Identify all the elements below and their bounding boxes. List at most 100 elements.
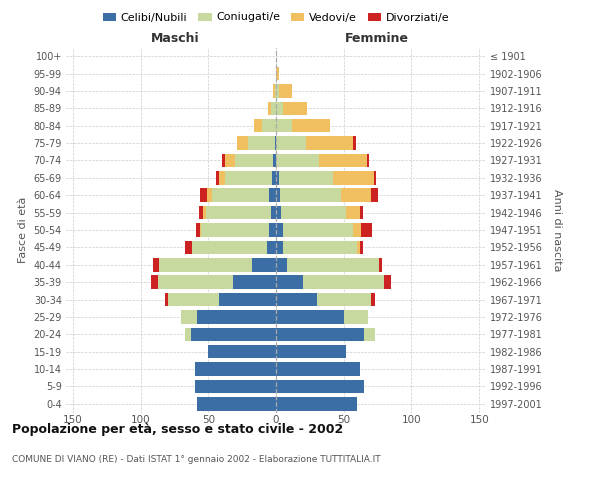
Bar	[276, 328, 364, 341]
Bar	[276, 292, 317, 306]
Bar	[276, 119, 292, 132]
Bar	[233, 276, 276, 289]
Bar	[276, 67, 279, 80]
Bar	[306, 136, 353, 150]
Bar	[202, 223, 269, 237]
Bar	[361, 223, 372, 237]
Bar	[357, 240, 360, 254]
Bar	[185, 328, 191, 341]
Bar	[219, 171, 224, 184]
Bar	[385, 276, 391, 289]
Bar	[374, 171, 376, 184]
Bar	[276, 136, 306, 150]
Y-axis label: Fasce di età: Fasce di età	[18, 197, 28, 263]
Bar	[212, 188, 269, 202]
Bar	[269, 223, 276, 237]
Text: Maschi: Maschi	[151, 32, 200, 45]
Bar	[262, 119, 276, 132]
Bar	[276, 154, 319, 168]
Bar	[191, 328, 276, 341]
Bar	[279, 171, 333, 184]
Text: Popolazione per età, sesso e stato civile - 2002: Popolazione per età, sesso e stato civil…	[12, 422, 343, 436]
Bar	[276, 171, 279, 184]
Bar	[276, 188, 280, 202]
Bar	[196, 223, 200, 237]
Bar	[371, 188, 377, 202]
Bar	[224, 171, 272, 184]
Bar	[185, 240, 192, 254]
Bar	[353, 136, 356, 150]
Bar	[276, 276, 303, 289]
Bar	[167, 292, 219, 306]
Bar	[341, 188, 371, 202]
Bar	[292, 119, 330, 132]
Bar	[367, 154, 370, 168]
Y-axis label: Anni di nascita: Anni di nascita	[553, 188, 562, 271]
Bar	[271, 206, 276, 220]
Bar	[254, 119, 262, 132]
Bar	[276, 258, 287, 272]
Bar	[273, 84, 275, 98]
Bar	[206, 206, 271, 220]
Bar	[280, 188, 341, 202]
Bar	[276, 380, 364, 393]
Bar	[283, 240, 357, 254]
Bar	[272, 171, 276, 184]
Bar	[235, 154, 273, 168]
Bar	[319, 154, 367, 168]
Bar	[181, 310, 197, 324]
Bar	[281, 206, 346, 220]
Bar	[276, 362, 360, 376]
Bar	[276, 240, 283, 254]
Bar	[287, 258, 379, 272]
Bar	[165, 292, 167, 306]
Bar	[333, 171, 374, 184]
Bar	[276, 206, 281, 220]
Bar	[195, 380, 276, 393]
Bar	[219, 292, 276, 306]
Bar	[192, 240, 266, 254]
Bar	[224, 154, 235, 168]
Bar	[364, 328, 375, 341]
Bar	[276, 310, 344, 324]
Bar	[266, 240, 276, 254]
Bar	[371, 292, 375, 306]
Bar	[237, 136, 248, 150]
Bar	[273, 154, 276, 168]
Bar	[275, 136, 276, 150]
Bar	[317, 292, 371, 306]
Bar	[353, 223, 361, 237]
Text: COMUNE DI VIANO (RE) - Dati ISTAT 1° gennaio 2002 - Elaborazione TUTTITALIA.IT: COMUNE DI VIANO (RE) - Dati ISTAT 1° gen…	[12, 455, 380, 464]
Bar	[360, 240, 363, 254]
Bar	[199, 206, 203, 220]
Bar	[275, 84, 276, 98]
Bar	[276, 345, 346, 358]
Bar	[276, 223, 283, 237]
Bar	[269, 188, 276, 202]
Bar	[200, 188, 207, 202]
Bar	[248, 136, 275, 150]
Bar	[344, 310, 368, 324]
Text: Femmine: Femmine	[345, 32, 409, 45]
Bar	[197, 310, 276, 324]
Bar	[268, 102, 271, 115]
Bar	[276, 397, 357, 410]
Bar	[151, 276, 158, 289]
Bar	[283, 223, 353, 237]
Legend: Celibi/Nubili, Coniugati/e, Vedovi/e, Divorziati/e: Celibi/Nubili, Coniugati/e, Vedovi/e, Di…	[98, 8, 454, 27]
Bar	[217, 171, 219, 184]
Bar	[160, 258, 251, 272]
Bar	[197, 397, 276, 410]
Bar	[158, 276, 233, 289]
Bar	[195, 362, 276, 376]
Bar	[276, 84, 279, 98]
Bar	[153, 258, 160, 272]
Bar	[346, 206, 360, 220]
Bar	[303, 276, 385, 289]
Bar	[276, 102, 283, 115]
Bar	[207, 188, 212, 202]
Bar	[251, 258, 276, 272]
Bar	[360, 206, 363, 220]
Bar	[283, 102, 307, 115]
Bar	[203, 206, 206, 220]
